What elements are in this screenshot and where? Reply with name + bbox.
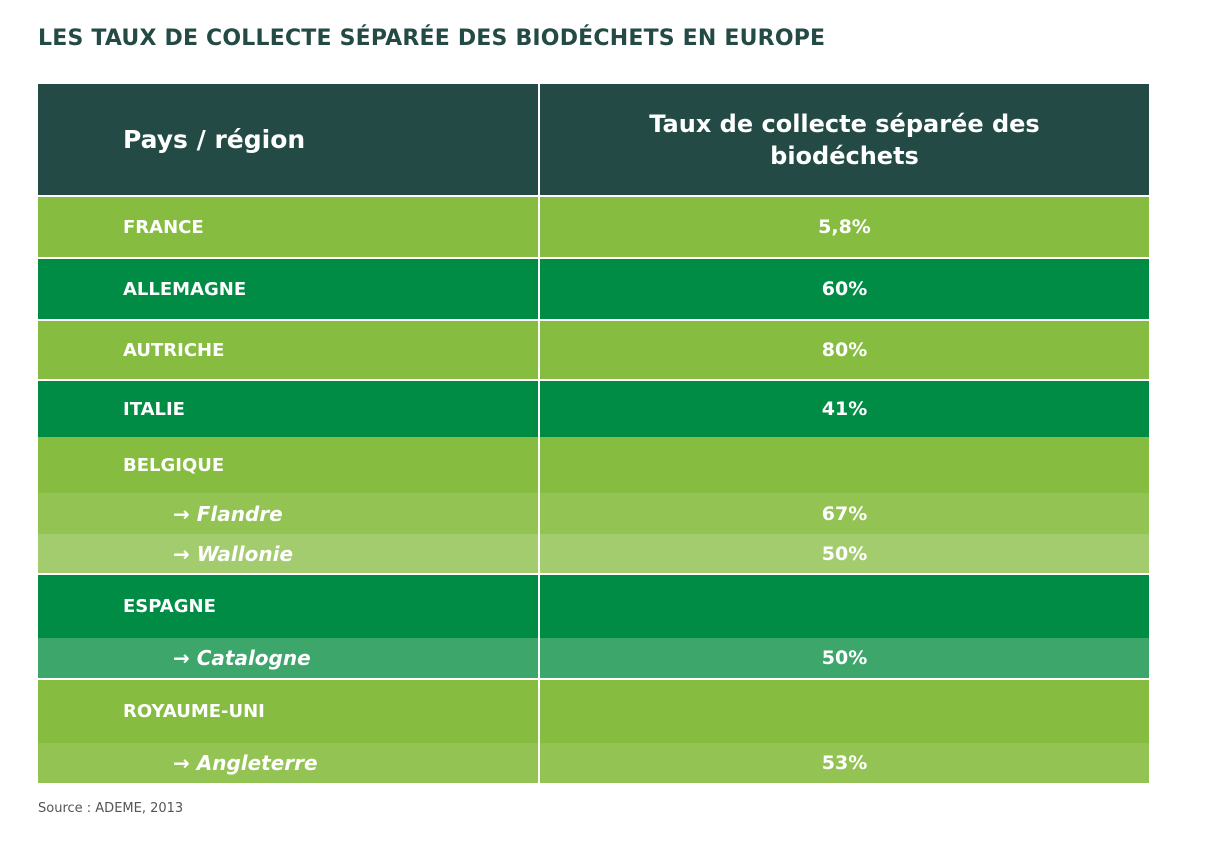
row-label: AUTRICHE (123, 339, 225, 361)
header-country: Pays / région (123, 125, 306, 154)
table-row: → Wallonie 50% (38, 534, 1149, 573)
source-note: Source : ADEME, 2013 (38, 801, 184, 816)
row-label: → Catalogne (173, 646, 311, 670)
row-value: 50% (538, 534, 1149, 573)
table-row: ITALIE 41% (38, 381, 1149, 437)
row-value (538, 575, 1149, 638)
row-value: 41% (538, 381, 1149, 437)
row-label: ITALIE (123, 398, 185, 420)
row-divider (38, 319, 1149, 321)
header-rate: Taux de collecte séparée des biodéchets (538, 84, 1149, 195)
row-value (538, 680, 1149, 743)
table-row: AUTRICHE 80% (38, 321, 1149, 379)
row-value: 53% (538, 743, 1149, 783)
row-label: ALLEMAGNE (123, 278, 247, 300)
table-row: → Flandre 67% (38, 493, 1149, 534)
row-value: 50% (538, 638, 1149, 678)
row-value: 67% (538, 493, 1149, 534)
row-label: → Wallonie (173, 541, 294, 566)
row-divider (38, 257, 1149, 259)
data-table: Pays / région Taux de collecte séparée d… (38, 84, 1149, 783)
row-divider (38, 573, 1149, 575)
table-row: ROYAUME-UNI (38, 680, 1149, 743)
row-label: ESPAGNE (123, 596, 216, 617)
row-divider (38, 195, 1149, 197)
row-label: → Angleterre (173, 751, 318, 775)
row-label: → Flandre (173, 501, 283, 526)
table-header: Pays / région Taux de collecte séparée d… (38, 84, 1149, 195)
table-row: ESPAGNE (38, 575, 1149, 638)
row-value: 5,8% (538, 197, 1149, 257)
table-row: → Angleterre 53% (38, 743, 1149, 783)
table-row: ALLEMAGNE 60% (38, 259, 1149, 319)
row-value (538, 437, 1149, 493)
page-title: LES TAUX DE COLLECTE SÉPARÉE DES BIODÉCH… (38, 26, 826, 51)
row-label: BELGIQUE (123, 454, 225, 476)
row-label: FRANCE (123, 216, 204, 238)
row-divider (38, 678, 1149, 680)
table-row: → Catalogne 50% (38, 638, 1149, 678)
table-row: BELGIQUE (38, 437, 1149, 493)
row-label: ROYAUME-UNI (123, 701, 265, 722)
table-row: FRANCE 5,8% (38, 197, 1149, 257)
row-value: 60% (538, 259, 1149, 319)
row-value: 80% (538, 321, 1149, 379)
row-divider (38, 379, 1149, 381)
